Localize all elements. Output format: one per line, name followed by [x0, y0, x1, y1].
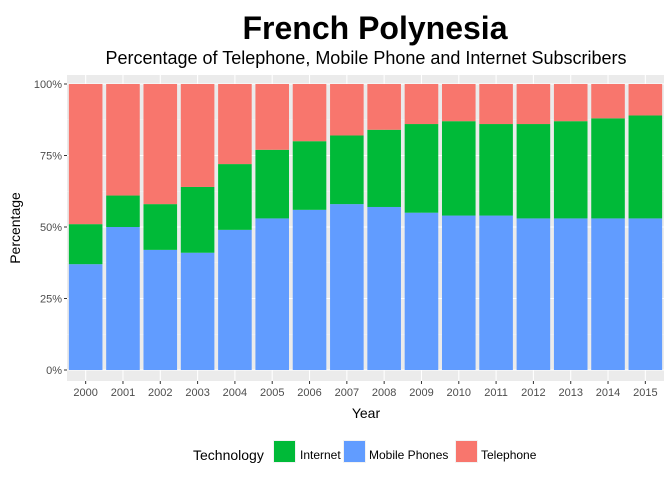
bar-telephone-2004 — [218, 84, 252, 165]
x-tick-label: 2001 — [111, 387, 135, 399]
bar-telephone-2008 — [367, 84, 401, 130]
bar-telephone-2014 — [591, 84, 625, 119]
y-axis-ticks: 0% 25% 50% 75% 100% — [34, 79, 67, 377]
y-axis-title: Percentage — [7, 192, 23, 264]
bar-telephone-2001 — [106, 84, 140, 196]
x-axis-title: Year — [352, 405, 381, 421]
bar-internet-2001 — [106, 195, 140, 227]
bar-internet-2005 — [255, 149, 290, 219]
legend-label-mobile-phones: Mobile Phones — [369, 448, 448, 462]
bar-mobile-phones-2006 — [292, 209, 327, 370]
bar-mobile-phones-2014 — [591, 218, 625, 370]
legend-swatch-telephone — [456, 441, 477, 462]
bar-internet-2015 — [628, 115, 663, 219]
bar-mobile-phones-2004 — [218, 229, 252, 370]
x-tick-label: 2011 — [484, 387, 508, 399]
bar-telephone-2003 — [180, 84, 215, 187]
chart-title: French Polynesia — [243, 10, 508, 46]
x-tick-label: 2010 — [447, 387, 471, 399]
bar-internet-2007 — [330, 135, 364, 205]
x-tick-label: 2009 — [409, 387, 433, 399]
bar-internet-2009 — [404, 124, 439, 213]
bar-internet-2000 — [68, 224, 103, 265]
x-tick-label: 2012 — [521, 387, 545, 399]
bar-mobile-phones-2008 — [367, 206, 401, 370]
y-tick-label: 25% — [40, 294, 62, 306]
bar-internet-2013 — [553, 121, 588, 219]
bar-internet-2003 — [180, 186, 215, 253]
bar-internet-2012 — [516, 124, 551, 219]
bar-mobile-phones-2001 — [106, 227, 140, 370]
x-tick-label: 2014 — [596, 387, 620, 399]
bar-internet-2008 — [367, 129, 401, 207]
bars-group — [68, 84, 663, 370]
bar-mobile-phones-2003 — [180, 252, 215, 370]
bar-internet-2010 — [441, 121, 476, 216]
y-tick-label: 50% — [40, 222, 62, 234]
bar-telephone-2013 — [553, 84, 588, 122]
legend-swatch-internet — [274, 441, 295, 462]
legend-label-telephone: Telephone — [481, 448, 537, 462]
bar-mobile-phones-2015 — [628, 218, 663, 370]
legend-label-internet: Internet — [300, 448, 341, 462]
chart-subtitle: Percentage of Telephone, Mobile Phone an… — [105, 48, 626, 68]
bar-telephone-2006 — [292, 84, 327, 142]
bar-mobile-phones-2013 — [553, 218, 588, 370]
legend-title: Technology — [193, 447, 264, 463]
legend-swatch-mobile-phones — [344, 441, 365, 462]
y-tick-label: 75% — [40, 151, 62, 163]
legend: Technology Internet Mobile Phones Telephon… — [193, 440, 537, 463]
x-tick-label: 2013 — [558, 387, 582, 399]
bar-telephone-2000 — [68, 84, 103, 225]
bar-telephone-2012 — [516, 84, 551, 125]
x-tick-label: 2000 — [73, 387, 97, 399]
bar-telephone-2009 — [404, 84, 439, 125]
bar-mobile-phones-2002 — [143, 249, 178, 370]
x-tick-label: 2002 — [148, 387, 172, 399]
bar-mobile-phones-2009 — [404, 212, 439, 370]
bar-mobile-phones-2010 — [441, 215, 476, 370]
bar-telephone-2010 — [441, 84, 476, 122]
bar-telephone-2002 — [143, 84, 178, 205]
bar-telephone-2005 — [255, 84, 290, 150]
bar-internet-2006 — [292, 141, 327, 210]
bar-mobile-phones-2005 — [255, 218, 290, 370]
x-tick-label: 2006 — [297, 387, 321, 399]
bar-internet-2014 — [591, 118, 625, 219]
bar-mobile-phones-2012 — [516, 218, 551, 370]
y-tick-label: 100% — [34, 79, 62, 91]
bar-telephone-2007 — [330, 84, 364, 136]
y-tick-label: 0% — [46, 365, 62, 377]
x-axis-ticks: 2000 2001 2002 2003 2004 2005 2006 2007 2008 2009… — [73, 381, 658, 399]
bar-internet-2002 — [143, 204, 178, 250]
bar-mobile-phones-2007 — [330, 204, 364, 370]
bar-mobile-phones-2000 — [68, 264, 103, 370]
x-tick-label: 2003 — [185, 387, 209, 399]
bar-telephone-2011 — [479, 84, 513, 125]
x-tick-label: 2005 — [260, 387, 284, 399]
bar-internet-2011 — [479, 124, 513, 216]
x-tick-label: 2007 — [335, 387, 359, 399]
x-tick-label: 2015 — [633, 387, 657, 399]
bar-telephone-2015 — [628, 84, 663, 116]
bar-mobile-phones-2011 — [479, 215, 513, 370]
x-tick-label: 2004 — [223, 387, 247, 399]
x-tick-label: 2008 — [372, 387, 396, 399]
bar-internet-2004 — [218, 164, 252, 230]
